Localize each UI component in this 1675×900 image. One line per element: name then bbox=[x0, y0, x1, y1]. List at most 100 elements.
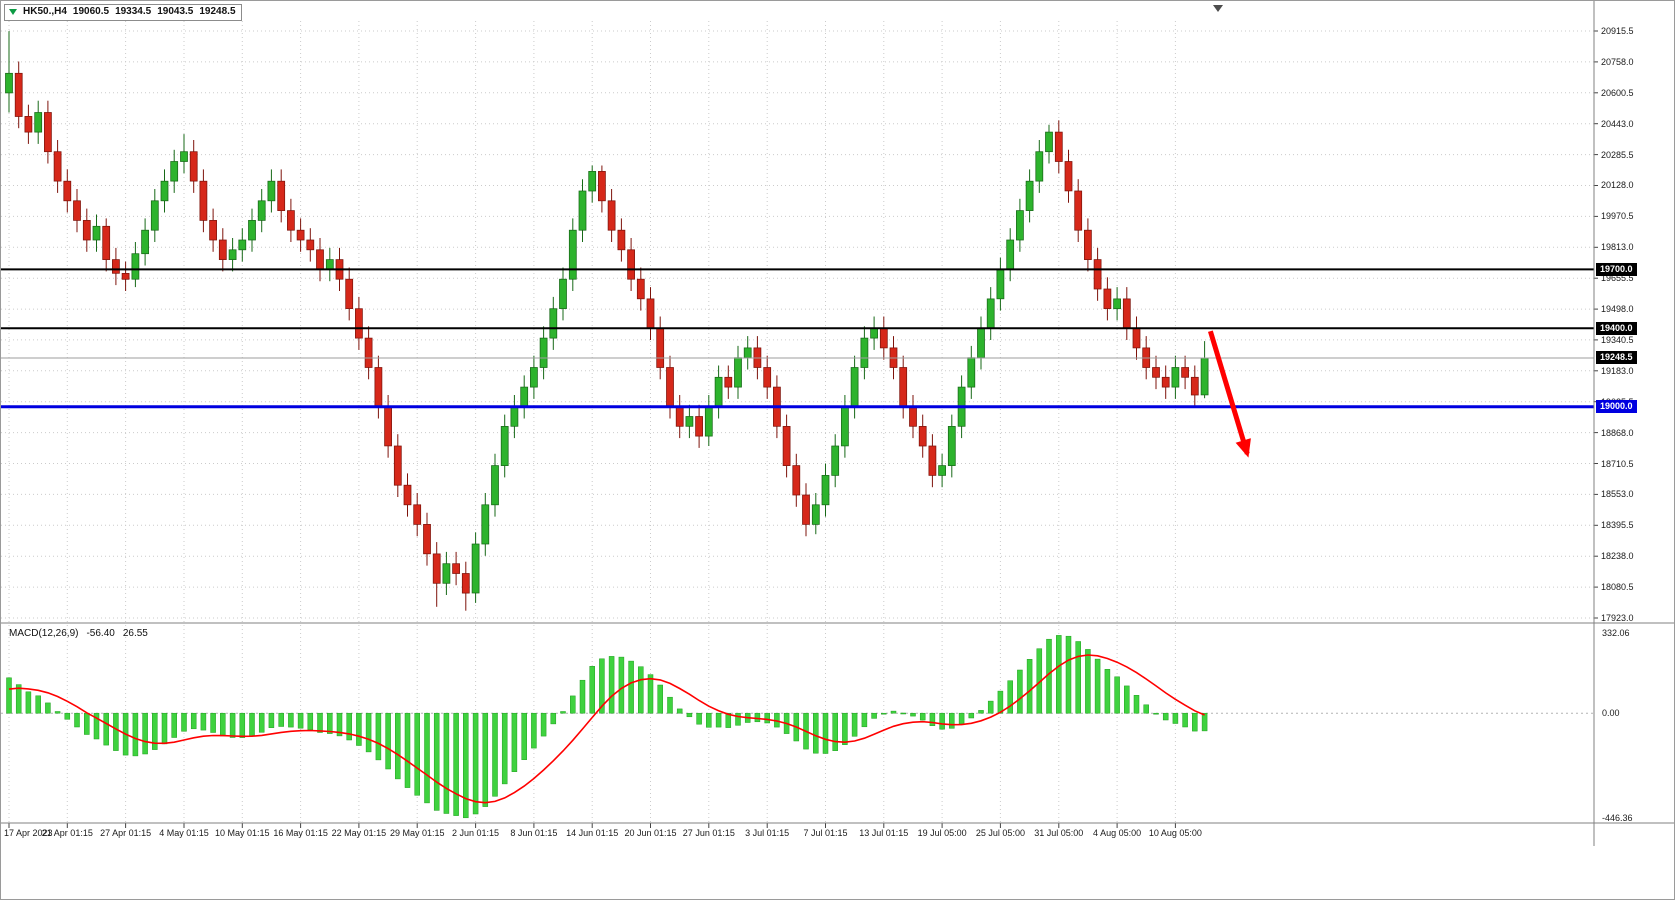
price-tick-label: 19498.0 bbox=[1601, 304, 1634, 315]
candle-body bbox=[568, 229, 577, 280]
candle-body bbox=[870, 327, 878, 339]
price-tick-label: 18710.5 bbox=[1601, 458, 1634, 469]
candle-body bbox=[24, 116, 33, 133]
macd-bar bbox=[463, 712, 469, 819]
macd-bar bbox=[1133, 695, 1140, 714]
price-tick-label: 18553.0 bbox=[1601, 489, 1634, 500]
time-tick-label: 4 May 01:15 bbox=[159, 828, 209, 838]
candle-body bbox=[63, 180, 72, 202]
candle-body bbox=[82, 220, 91, 241]
macd-bar bbox=[1065, 635, 1072, 714]
chart-shift-marker-icon[interactable] bbox=[1213, 5, 1223, 12]
time-tick-label: 21 Apr 01:15 bbox=[41, 828, 93, 838]
candle-body bbox=[539, 337, 548, 368]
price-tick-label: 18238.0 bbox=[1601, 551, 1634, 562]
candle-body bbox=[160, 180, 169, 202]
candle-body bbox=[646, 298, 655, 329]
macd-bar bbox=[161, 712, 168, 745]
candle-body bbox=[607, 200, 616, 231]
macd-bar bbox=[152, 712, 158, 750]
macd-bar bbox=[220, 712, 226, 737]
macd-name: MACD(12,26,9) bbox=[9, 628, 79, 639]
candle-body bbox=[695, 416, 703, 437]
candle-body bbox=[1122, 298, 1131, 329]
candle-body bbox=[44, 112, 52, 153]
macd-bar bbox=[706, 712, 712, 728]
candle-body bbox=[14, 72, 23, 117]
macd-bar bbox=[190, 712, 197, 730]
price-tag-current-price: 19248.5 bbox=[1596, 351, 1637, 365]
macd-bar bbox=[1182, 712, 1188, 728]
candle-body bbox=[316, 249, 324, 270]
candle-body bbox=[1016, 210, 1024, 241]
price-tick-label: 20285.5 bbox=[1601, 149, 1634, 160]
time-tick-label: 13 Jul 01:15 bbox=[859, 828, 909, 838]
macd-bar bbox=[686, 712, 693, 718]
candle-body bbox=[617, 229, 626, 251]
price-tick-label: 19183.0 bbox=[1601, 365, 1634, 376]
candle-body bbox=[1103, 288, 1112, 309]
macd-bar bbox=[861, 712, 868, 728]
macd-bar bbox=[608, 656, 615, 714]
macd-bar bbox=[958, 712, 965, 725]
macd-bar bbox=[171, 712, 177, 738]
candle-body bbox=[714, 376, 723, 408]
macd-bar bbox=[453, 712, 459, 816]
macd-bar bbox=[404, 712, 411, 788]
candle-body bbox=[588, 171, 597, 192]
candle-body bbox=[257, 200, 266, 221]
macd-bar bbox=[414, 712, 420, 796]
candle-body bbox=[170, 161, 179, 182]
candle-body bbox=[636, 278, 645, 300]
candle-body bbox=[821, 475, 830, 506]
candle-body bbox=[34, 112, 43, 133]
macd-bar bbox=[570, 695, 576, 714]
macd-bar bbox=[336, 712, 343, 737]
macd-bar bbox=[229, 712, 236, 738]
candle-body bbox=[150, 200, 159, 231]
candle-body bbox=[967, 357, 976, 388]
macd-bar bbox=[1094, 658, 1101, 714]
macd-bar bbox=[181, 712, 187, 732]
price-tick-label: 20915.5 bbox=[1601, 26, 1634, 36]
candles-layer bbox=[5, 31, 1209, 611]
macd-scale-min: -446.36 bbox=[1602, 813, 1633, 823]
candle-body bbox=[850, 367, 859, 408]
candle-body bbox=[1064, 161, 1073, 192]
macd-bar bbox=[103, 712, 109, 746]
macd-bar bbox=[968, 712, 975, 719]
macd-bar bbox=[365, 712, 372, 753]
candle-body bbox=[909, 406, 917, 427]
macd-bar bbox=[239, 712, 246, 738]
candle-body bbox=[267, 180, 276, 202]
macd-bar bbox=[735, 712, 741, 726]
macd-bar bbox=[297, 712, 304, 729]
candlestick-chart[interactable] bbox=[1, 1, 1675, 851]
macd-bar bbox=[871, 712, 877, 719]
candle-body bbox=[287, 210, 295, 231]
macd-bar bbox=[1026, 659, 1033, 714]
time-tick-label: 22 May 01:15 bbox=[331, 828, 387, 838]
candle-body bbox=[1152, 367, 1160, 378]
candle-body bbox=[734, 357, 742, 388]
macd-bar bbox=[317, 712, 323, 733]
candle-body bbox=[102, 225, 111, 260]
candle-body bbox=[977, 327, 985, 359]
quote-close: 19248.5 bbox=[199, 6, 236, 17]
candle-body bbox=[811, 504, 820, 525]
trend-arrow[interactable] bbox=[1208, 330, 1251, 458]
candle-body bbox=[578, 190, 587, 231]
candle-body bbox=[1054, 131, 1063, 162]
macd-bar bbox=[939, 712, 945, 730]
candle-body bbox=[704, 406, 713, 437]
macd-bar bbox=[638, 666, 644, 714]
price-tick-label: 17923.0 bbox=[1601, 613, 1634, 623]
macd-bar bbox=[890, 710, 897, 714]
time-axis[interactable]: 17 Apr 2023 21 Apr 01:15 27 Apr 01:15 4 May… bbox=[1, 825, 1594, 845]
price-axis[interactable]: 17923.0 18080.5 18238.0 18395.5 18553.0 18710… bbox=[1595, 1, 1674, 846]
candle-body bbox=[1045, 131, 1053, 153]
macd-bar bbox=[482, 712, 489, 807]
macd-bar bbox=[1124, 685, 1130, 714]
macd-bar bbox=[657, 684, 663, 714]
